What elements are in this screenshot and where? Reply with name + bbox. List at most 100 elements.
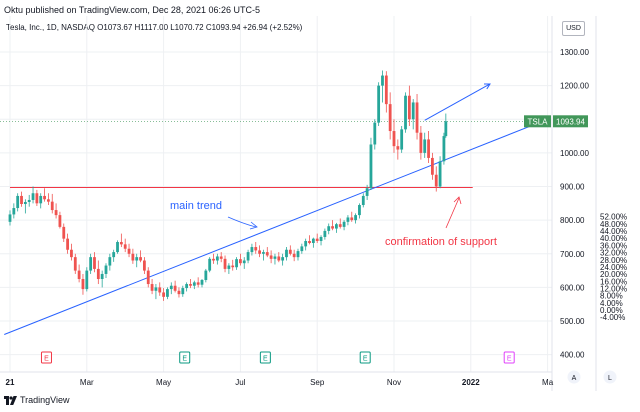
candle-body	[62, 226, 66, 239]
candle-body	[365, 188, 369, 196]
candle-body	[89, 257, 93, 271]
candle	[300, 243, 304, 254]
candle-body	[212, 258, 215, 261]
candle-body	[100, 273, 104, 280]
candle-body	[265, 252, 269, 256]
candle-body	[108, 257, 112, 266]
candle	[258, 245, 261, 258]
time-axis[interactable]: 21 Mar May Jul Sep Nov 2022 Ma A L	[0, 370, 617, 388]
symbol-legend[interactable]: Tesla, Inc., 1D, NASDAQ O1073.67 H1117.0…	[6, 23, 303, 32]
price-tick-label: 1200.00	[560, 82, 589, 91]
candle-body	[166, 289, 169, 297]
candle	[415, 94, 419, 140]
candle-body	[335, 224, 338, 229]
candle-body	[123, 244, 127, 249]
candle-body	[358, 205, 361, 216]
candle	[173, 280, 177, 293]
candle	[66, 233, 69, 254]
main-trend-label[interactable]: main trend	[170, 200, 222, 212]
candle-body	[262, 252, 265, 254]
earnings-marker[interactable]: E	[40, 351, 52, 364]
candle	[338, 218, 342, 229]
last-price-tag[interactable]: 1093.94	[553, 115, 588, 128]
candle-body	[12, 208, 16, 215]
log-scale-button[interactable]: L	[603, 370, 617, 384]
candle	[108, 253, 112, 271]
candle	[166, 287, 169, 300]
candle	[185, 282, 189, 292]
candle	[77, 264, 81, 283]
candle	[139, 250, 142, 263]
candle	[16, 193, 20, 212]
percent-tick-label: 0.00%	[600, 306, 623, 315]
earnings-marker[interactable]: E	[503, 351, 515, 364]
candle	[396, 139, 400, 160]
annotation-texts[interactable]: main trend confirmation of support	[170, 200, 497, 248]
candle	[47, 193, 50, 206]
currency-button[interactable]: USD	[562, 21, 585, 36]
candle-body	[327, 226, 331, 231]
candle-body	[58, 215, 62, 227]
earnings-marker[interactable]: E	[359, 351, 371, 364]
candle	[162, 288, 165, 301]
candle-body	[311, 238, 315, 244]
percent-axis[interactable]: -4.00%0.00%4.00%8.00%12.00%16.00%20.00%2…	[595, 16, 627, 391]
auto-scale-button[interactable]: A	[567, 370, 581, 384]
candle	[104, 263, 108, 278]
percent-tick-label: 20.00%	[600, 270, 627, 279]
candle-body	[427, 139, 430, 158]
log-scale-button-bg	[603, 370, 617, 384]
chart-drawings[interactable]	[0, 83, 552, 335]
candle	[342, 220, 346, 231]
candle-body	[192, 282, 196, 286]
candle	[150, 279, 154, 295]
candle-body	[273, 256, 277, 259]
tradingview-logo-icon	[4, 395, 17, 405]
candle	[146, 267, 150, 288]
price-axis[interactable]: 400.00 500.00 600.00 700.00 800.00 900.00 1000…	[524, 16, 589, 391]
candle-body	[85, 270, 89, 290]
candle	[85, 267, 89, 292]
candle	[277, 252, 281, 263]
candle	[135, 253, 139, 268]
candle-body	[112, 252, 116, 258]
candle-body	[135, 257, 139, 261]
candle-body	[438, 161, 442, 187]
candle	[239, 253, 242, 266]
candle	[315, 233, 319, 244]
candle-body	[31, 193, 35, 200]
candle	[431, 152, 434, 180]
candle-body	[8, 214, 12, 222]
time-tick-label: May	[156, 378, 171, 387]
symbol-tag[interactable]: TSLA	[524, 115, 551, 128]
support-label[interactable]: confirmation of support	[385, 236, 497, 248]
earnings-marker-box	[259, 351, 271, 364]
main-trend-line[interactable]	[4, 118, 548, 335]
upper-trend-arrow-line[interactable]	[424, 83, 491, 121]
support-pointer-arrow[interactable]	[445, 197, 460, 229]
tradingview-logo[interactable]: TradingView	[4, 395, 70, 405]
price-tick-label: 700.00	[560, 250, 585, 259]
candle	[93, 252, 96, 273]
candle	[123, 238, 127, 253]
candle-body	[189, 284, 192, 286]
candle-body	[150, 284, 154, 291]
candle-body	[308, 241, 311, 244]
percent-tick-label: 12.00%	[600, 284, 627, 293]
candle-body	[70, 249, 73, 258]
main-trend-pointer-arrow[interactable]	[227, 216, 257, 228]
candle-body	[16, 195, 20, 209]
candle	[361, 193, 365, 208]
candle	[219, 252, 223, 263]
candle	[208, 257, 212, 273]
earnings-marker[interactable]: E	[179, 351, 191, 364]
candle	[39, 193, 43, 209]
candle	[404, 92, 407, 133]
candle	[119, 233, 123, 248]
candle	[27, 194, 31, 207]
earnings-marker[interactable]: E	[259, 351, 271, 364]
candle-body	[346, 217, 350, 222]
candle-body	[407, 95, 411, 120]
